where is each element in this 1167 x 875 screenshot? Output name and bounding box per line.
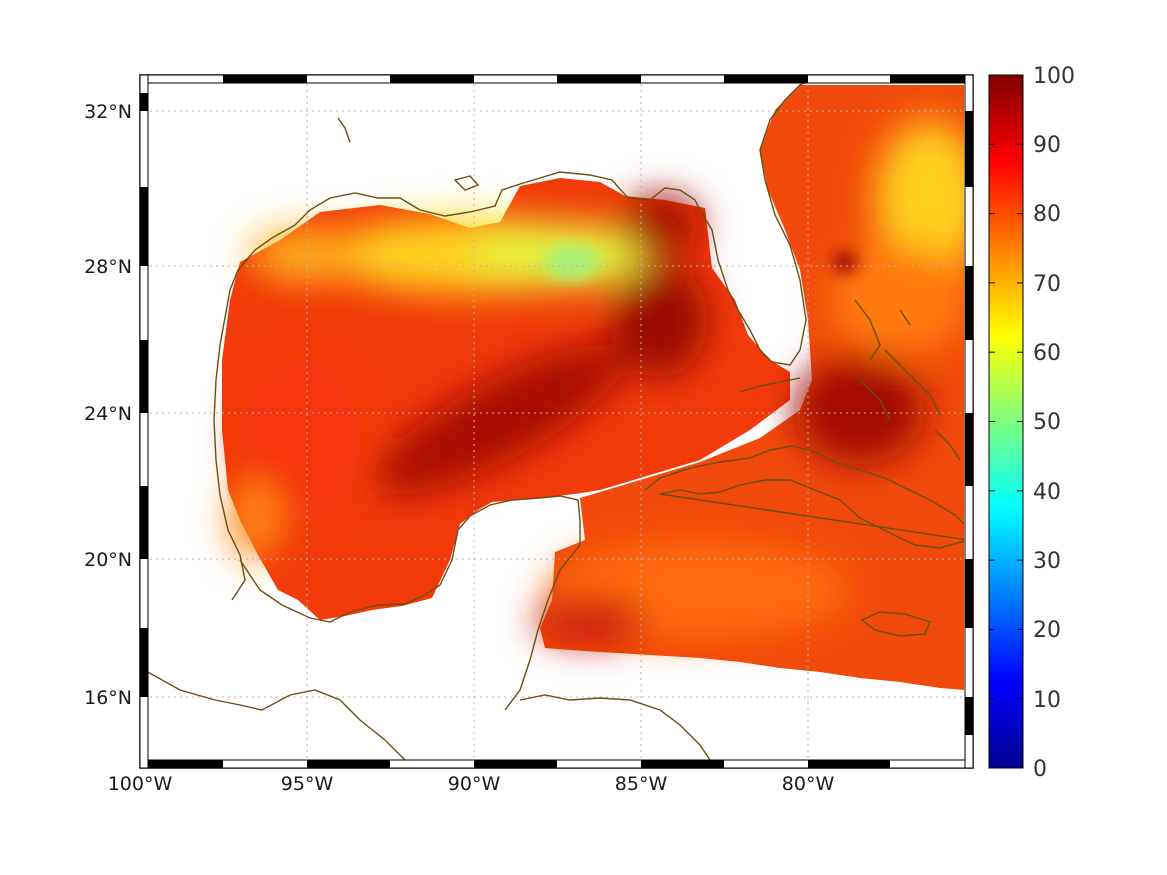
colorbar-tick-label: 70 [1033,272,1061,297]
lon-tick-labels: 100°W 95°W 90°W 85°W 80°W [108,773,835,795]
colorbar-tick-label: 80 [1033,202,1061,227]
lat-tick-label: 24°N [84,403,132,425]
coastline-central-america [148,671,406,761]
coastline-florida-keys [739,377,801,393]
colorbar-ticks [989,143,1023,700]
coastline-mexico-yucatan [239,495,581,711]
heat-blob [374,345,626,495]
colorbar-tick-label: 10 [1033,688,1061,713]
colorbar: 0 10 20 30 40 50 60 70 80 90 100 [988,64,1075,782]
coastline-bahamas [854,299,961,461]
heatmap-field [222,85,964,690]
colorbar-tick-label: 30 [1033,549,1061,574]
heat-blob [875,120,964,280]
coastline-jamaica [860,611,931,637]
lon-tick-label: 95°W [281,773,334,795]
coastline-inland-lake [453,175,480,191]
coastline-honduras [519,694,711,761]
heat-blob [833,252,857,272]
heat-blob [230,480,280,560]
lat-tick-labels: 16°N 20°N 24°N 28°N 32°N [84,101,132,709]
heat-blob [620,195,700,255]
colorbar-tick-label: 50 [1033,410,1061,435]
grid-lines [144,78,968,765]
lon-tick-label: 90°W [448,773,501,795]
lon-tick-label: 85°W [615,773,668,795]
coastline-inland-lake [337,117,351,143]
map-frame [139,74,974,769]
coastlines [148,82,964,761]
colorbar-tick-label: 20 [1033,618,1061,643]
heat-blob [240,360,360,520]
coastline-us-gulf [213,82,808,601]
lat-tick-label: 32°N [84,101,132,123]
colorbar-tick-label: 90 [1033,133,1061,158]
colorbar-tick-label: 60 [1033,341,1061,366]
heat-blob [535,598,645,642]
heat-blob [830,245,964,355]
lon-tick-label: 80°W [782,773,835,795]
lat-tick-label: 16°N [84,687,132,709]
lat-tick-label: 28°N [84,256,132,278]
heat-blob [612,262,708,378]
colorbar-tick-label: 100 [1033,64,1075,89]
heat-blob [250,229,370,281]
colorbar-tick-label: 0 [1033,757,1047,782]
lon-tick-label: 100°W [108,773,173,795]
caribbean-heat-region [540,85,964,690]
coastline-cuba [644,445,964,549]
lat-tick-label: 20°N [84,549,132,571]
heat-blob [544,244,600,280]
heat-blob [795,355,925,465]
colorbar-tick-label: 40 [1033,480,1061,505]
